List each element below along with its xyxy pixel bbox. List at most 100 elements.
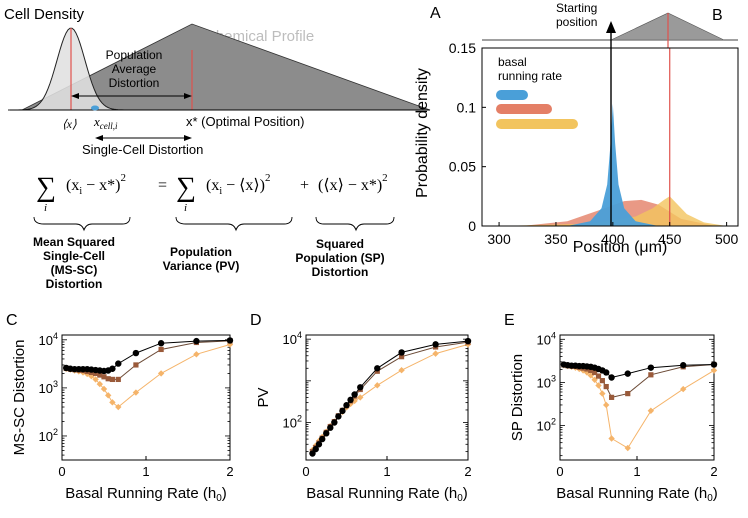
panel-label-e: E — [504, 312, 515, 329]
marker-black — [624, 370, 631, 377]
marker-black — [335, 413, 342, 420]
plot-c: C 102 103 104 0 1 2 Basal Running Rate (h0) MS-S… — [6, 312, 234, 504]
eq-sum-2: ∑ — [176, 172, 196, 203]
y-tick-label-b: 0 — [468, 218, 476, 234]
series-line-brown — [312, 341, 469, 452]
sp-label-2: Population (SP) — [295, 251, 384, 265]
marker-brown — [109, 376, 115, 383]
marker-black — [710, 361, 718, 368]
marker-orange — [432, 350, 439, 357]
marker-black — [432, 341, 439, 348]
msc-label-4: Distortion — [46, 277, 103, 291]
x-tick-label: 0 — [556, 464, 563, 479]
y-axis-label-b: Probability density — [414, 68, 431, 198]
eq-term-2: (xi − ⟨x⟩)2 — [206, 172, 270, 197]
legend-swatch-high — [496, 119, 578, 129]
x-axis-label-b: Position (μm) — [573, 239, 668, 256]
marker-orange — [115, 403, 122, 411]
marker-orange — [587, 372, 594, 379]
marker-black — [680, 362, 687, 369]
marker-orange — [624, 444, 631, 452]
single-cell-arrowhead-left — [95, 135, 103, 141]
x-tick-label: 0 — [302, 464, 309, 479]
x-tick-label: 0 — [58, 464, 65, 479]
x-tick-label-b: 300 — [487, 231, 511, 247]
marker-black — [327, 424, 334, 431]
marker-brown — [93, 370, 99, 377]
plot-frame-e — [559, 334, 715, 461]
marker-black — [157, 340, 165, 347]
x-tick-label: 1 — [142, 464, 149, 479]
series-line-black — [312, 340, 469, 454]
marker-orange — [710, 367, 718, 374]
marker-black — [343, 402, 350, 409]
marker-orange — [105, 392, 112, 399]
plot-b-frame — [481, 47, 739, 227]
x-tick-label-b: 500 — [715, 231, 739, 247]
marker-brown — [133, 362, 139, 368]
x-tick-label: 1 — [383, 464, 390, 479]
pop-avg-arrowhead-left — [71, 93, 79, 99]
marker-black — [319, 435, 326, 443]
x-cell-label: xcell,i — [93, 114, 118, 131]
marker-orange — [599, 390, 606, 397]
plot-e: E 102 103 104 0 1 2 Basal Running Rate (h0) SP D… — [504, 312, 718, 504]
y-tick-label: 102 — [283, 414, 302, 431]
legend-title-2: running rate — [498, 69, 562, 83]
marker-brown — [599, 378, 605, 384]
marker-orange — [92, 376, 99, 383]
x-axis-label: Basal Running Rate (h0) — [306, 485, 468, 504]
legend-title-1: basal — [498, 55, 527, 69]
marker-orange — [157, 370, 165, 377]
y-axis-label: PV — [255, 387, 272, 407]
x-axis-label: Basal Running Rate (h0) — [556, 485, 718, 504]
starting-position-arrowhead — [606, 21, 616, 33]
marker-brown — [603, 383, 609, 390]
pop-avg-line1: Population — [106, 48, 163, 62]
marker-orange — [100, 385, 108, 393]
panel-label-c: C — [6, 312, 18, 329]
msc-label-3: (MS-SC) — [51, 263, 98, 277]
marker-brown — [398, 354, 405, 360]
marker-black — [312, 445, 319, 453]
marker-black — [347, 396, 354, 404]
marker-orange — [595, 382, 602, 389]
x-tick-label: 2 — [464, 464, 471, 479]
starting-label-2: position — [556, 15, 597, 29]
x-tick-label: 1 — [633, 464, 640, 479]
marker-black — [331, 419, 338, 426]
marker-orange — [193, 351, 200, 358]
marker-black — [115, 360, 122, 367]
y-tick-label: 103 — [537, 373, 556, 390]
distortion-equation: ∑ i (xi − x*)2 = ∑ i (xi − ⟨x⟩)2 + (⟨x⟩ … — [36, 172, 388, 214]
marker-brown — [588, 367, 594, 373]
y-tick-label-b: 0.05 — [449, 159, 476, 175]
eq-term-3: (⟨x⟩ − x*)2 — [318, 172, 388, 194]
y-tick-label-b: 0.15 — [449, 40, 476, 56]
pv-label-2: Variance (PV) — [163, 259, 240, 273]
eq-index-2: i — [184, 202, 187, 214]
marker-brown — [595, 373, 602, 379]
y-tick-label: 102 — [537, 417, 556, 434]
plot-frame-d — [305, 334, 469, 461]
marker-black — [398, 349, 405, 356]
marker-brown — [158, 346, 164, 353]
y-tick-label: 104 — [39, 331, 58, 348]
plot-d: D 102 104 0 1 2 Basal Running Rate (h0) PV — [250, 312, 472, 504]
marker-brown — [115, 376, 121, 383]
mean-x-label: ⟨x⟩ — [62, 117, 77, 131]
y-tick-label: 102 — [39, 427, 58, 444]
marker-orange — [132, 389, 140, 396]
pop-avg-arrowhead-right — [184, 93, 192, 99]
marker-brown — [608, 394, 615, 400]
marker-black — [339, 407, 346, 415]
panel-b-label: B — [712, 7, 723, 24]
marker-black — [374, 365, 381, 372]
eq-term-1: (xi − x*)2 — [66, 172, 126, 197]
pop-avg-line2: Average — [112, 62, 157, 76]
legend-swatch-low — [496, 90, 528, 100]
underbrace-pv — [175, 216, 293, 232]
msc-label-1: Mean Squared — [33, 235, 115, 249]
x-tick-label: 2 — [226, 464, 233, 479]
